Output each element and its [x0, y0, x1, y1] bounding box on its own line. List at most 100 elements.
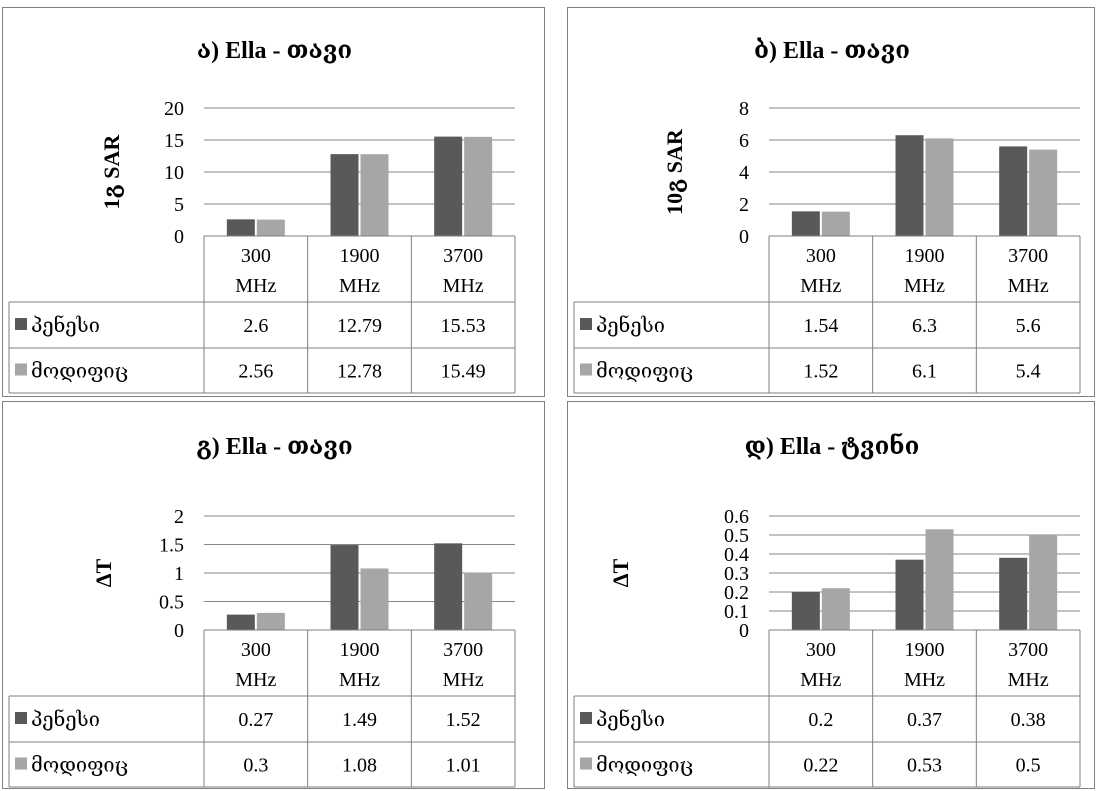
bar	[434, 543, 463, 630]
data-label: 5.6	[1016, 315, 1041, 337]
bar	[226, 614, 255, 630]
y-axis-label: ΔT	[91, 558, 116, 587]
chart-title: ბ) Ella - თავი	[754, 38, 910, 64]
y-axis-label: 10გ SAR	[662, 128, 687, 215]
legend-entry: პენესი	[596, 314, 665, 337]
data-label: 12.79	[337, 315, 382, 337]
bar	[360, 154, 389, 236]
legend-key	[580, 712, 592, 724]
legend-key	[15, 757, 27, 770]
bar	[330, 154, 359, 236]
y-tick-label: 0	[174, 226, 184, 248]
data-label: 5.4	[1016, 361, 1041, 383]
y-tick-label: 0.5	[724, 525, 749, 547]
data-label: 1.49	[342, 709, 377, 731]
data-label: 0.53	[907, 755, 942, 777]
data-label: 15.49	[441, 361, 486, 383]
bar	[821, 211, 850, 236]
data-label: 2.56	[238, 361, 273, 383]
legend-key	[580, 363, 592, 376]
y-tick-label: 0.4	[724, 544, 749, 566]
data-label: 1.01	[446, 755, 481, 777]
y-tick-label: 0	[739, 226, 749, 248]
bar	[791, 211, 820, 236]
chart-svg: ა) Ella - თავი 1გ SAR 20 15 10 5 0 300 MHz 1900 MH…	[8, 38, 516, 394]
legend-key	[580, 757, 592, 770]
x-tick-label: 3700	[443, 245, 483, 267]
y-tick-label: 0.6	[724, 506, 749, 528]
legend-entry: პენესი	[31, 314, 100, 337]
bar	[821, 588, 850, 630]
data-label: 6.1	[912, 361, 937, 383]
x-tick-label: 300	[241, 639, 271, 661]
chart-svg: დ) Ella - ტვინიΔT0.60.50.40.30.20.10300M…	[573, 433, 1081, 788]
y-tick-label: 1	[174, 563, 184, 585]
bar	[925, 529, 954, 630]
x-tick-label: 300	[806, 639, 836, 661]
legend-entry: პენესი	[31, 708, 100, 731]
data-label: 1.08	[342, 755, 377, 777]
x-tick-label: MHz	[235, 669, 276, 691]
y-tick-label: 8	[739, 98, 749, 120]
y-tick-label: 20	[164, 98, 184, 120]
data-label: 12.78	[337, 361, 382, 383]
data-label: 0.27	[238, 709, 273, 731]
bar	[1029, 535, 1058, 630]
x-tick-label: 3700	[443, 639, 483, 661]
y-tick-label: 15	[164, 130, 184, 152]
y-tick-label: 6	[739, 130, 749, 152]
y-tick-label: 2	[174, 506, 184, 528]
bar	[434, 136, 463, 236]
x-tick-label: 300	[806, 245, 836, 267]
bar	[791, 592, 820, 630]
data-label: 15.53	[441, 315, 486, 337]
bar	[464, 572, 493, 630]
legend-key	[15, 712, 27, 724]
chart-panel-g: გ) Ella - თავი ΔT 2 1.5 1 0.5 0 300 MHz 1900 MHz 37…	[2, 401, 545, 789]
chart-panel-d: დ) Ella - ტვინი ΔT 0.6 0.5 0.4 0.3 0.2 0.1 0 300 M…	[567, 401, 1095, 789]
x-tick-label: 3700	[1008, 245, 1048, 267]
x-tick-label: MHz	[443, 275, 484, 297]
data-label: 0.38	[1011, 709, 1046, 731]
y-axis-label: ΔT	[608, 558, 633, 587]
chart-panel-b: ბ) Ella - თავი 10გ SAR 8 6 4 2 0 300 MHz 1900 MHz 3…	[567, 7, 1095, 397]
legend-entry: მოდიფიც	[31, 755, 128, 777]
x-tick-label: 1900	[340, 245, 380, 267]
y-tick-label: 10	[164, 162, 184, 184]
bar	[895, 135, 924, 236]
legend-key	[15, 363, 27, 376]
chart-panel-a: ა) Ella - თავი 1გ SAR 20 15 10 5 0 300 MHz 1900 MH…	[2, 7, 545, 397]
data-label: 1.54	[803, 315, 838, 337]
bar	[330, 545, 359, 630]
data-label: 0.5	[1016, 755, 1041, 777]
y-tick-label: 2	[739, 194, 749, 216]
bar	[1029, 149, 1058, 236]
x-tick-label: 1900	[340, 639, 380, 661]
x-tick-label: 3700	[1008, 639, 1048, 661]
legend-entry: მოდიფიც	[596, 361, 693, 383]
y-tick-label: 0.5	[159, 592, 184, 614]
data-label: 0.22	[803, 755, 838, 777]
x-tick-label: MHz	[800, 275, 841, 297]
x-tick-label: MHz	[904, 275, 945, 297]
bar	[360, 568, 389, 630]
y-tick-label: 0.2	[724, 582, 749, 604]
bar	[464, 136, 493, 236]
x-tick-label: 300	[241, 245, 271, 267]
bar	[226, 219, 255, 236]
legend-entry: პენესი	[596, 708, 665, 731]
data-label: 0.37	[907, 709, 942, 731]
data-label: 1.52	[803, 361, 838, 383]
x-tick-label: MHz	[339, 669, 380, 691]
bar	[895, 559, 924, 630]
x-tick-label: MHz	[1008, 669, 1049, 691]
data-label: 0.3	[243, 755, 268, 777]
data-label: 2.6	[243, 315, 268, 337]
data-label: 1.52	[446, 709, 481, 731]
y-tick-label: 0.3	[724, 563, 749, 585]
chart-title: გ) Ella - თავი	[196, 434, 352, 460]
y-tick-label: 5	[174, 194, 184, 216]
y-tick-label: 4	[739, 162, 749, 184]
legend-key	[580, 318, 592, 330]
chart-title: დ) Ella - ტვინი	[745, 433, 920, 460]
